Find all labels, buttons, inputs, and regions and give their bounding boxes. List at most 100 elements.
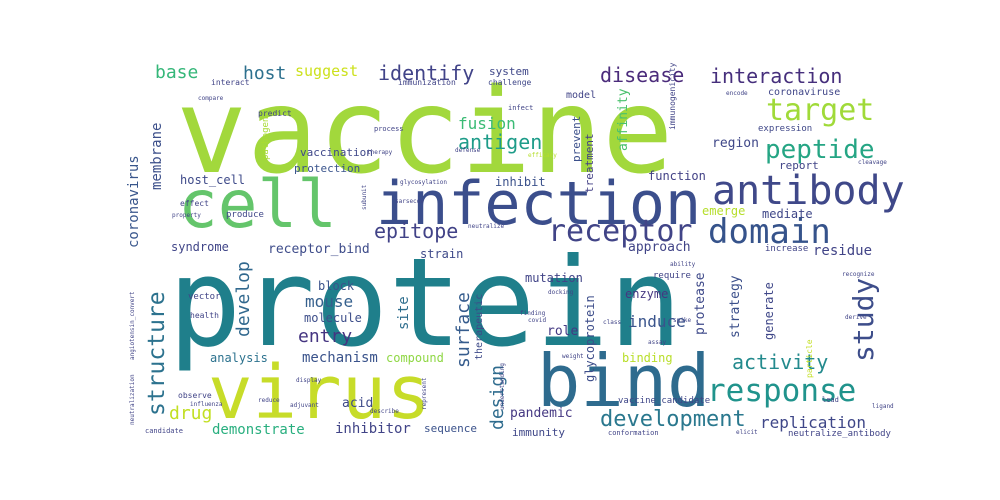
word-mediate: mediate [762, 207, 813, 221]
word-pandemic: pandemic [510, 406, 573, 421]
word-residue: residue [813, 243, 873, 259]
word-derive: derive [845, 314, 867, 321]
word-sequence: sequence [424, 422, 477, 435]
word-neutralize: neutralize [468, 223, 505, 230]
word-infection: infection [376, 169, 702, 239]
word-therapy: therapy [367, 149, 393, 156]
word-lead: lead [822, 396, 839, 404]
word-protection: protection [294, 162, 361, 175]
word-system: system [489, 65, 529, 78]
word-conformation: conformation [608, 429, 659, 437]
word-receptor-bind: receptor_bind [268, 242, 370, 257]
word-require: require [653, 271, 691, 281]
word-induce: induce [628, 312, 686, 331]
word-development: development [600, 407, 746, 432]
word-acid: acid [342, 396, 374, 411]
word-describe: describe [370, 408, 399, 415]
word-process: process [374, 125, 404, 133]
word-vaccine: vaccine [176, 62, 674, 200]
word-cell: cell [178, 166, 337, 243]
word-virus: virus [208, 350, 431, 436]
word-fusion: fusion [458, 114, 516, 133]
word-recognize: recognize [842, 271, 875, 278]
word-disease: disease [600, 63, 685, 87]
word-represent: represent [421, 377, 428, 410]
word-efficacy: efficacy [528, 152, 557, 159]
word-ligand: ligand [872, 403, 894, 410]
word-report: report [779, 159, 819, 172]
word-model: model [566, 90, 597, 101]
word-influenza: influenza [190, 401, 223, 408]
word-molecule: molecule [304, 311, 362, 325]
word-challenge: challenge [488, 78, 532, 87]
word-health: health [190, 311, 219, 320]
word-affinity: affinity [616, 88, 631, 151]
word-display: display [296, 377, 322, 384]
word-response: response [707, 373, 857, 409]
word-develop: develop [233, 261, 254, 337]
word-observe: observe [178, 391, 212, 400]
word-region: region [712, 136, 759, 151]
word-immunity: immunity [512, 426, 565, 439]
word-treatment: treatment [583, 133, 596, 193]
word-generate: generate [762, 282, 776, 340]
word-activity: activity [732, 350, 829, 374]
word-analysis: analysis [210, 351, 268, 365]
word-base: base [155, 62, 199, 83]
word-expression: expression [758, 124, 813, 134]
word-produce: produce [226, 210, 264, 220]
word-weight: weight [562, 353, 584, 360]
word-effect: effect [180, 199, 209, 208]
word-class: class [603, 319, 622, 326]
word-bind: bind [537, 339, 711, 423]
word-inhibit: inhibit [495, 175, 546, 189]
word-drug: drug [169, 403, 213, 424]
word-peptide: peptide [765, 135, 875, 165]
word-enzyme: enzyme [625, 287, 669, 301]
word-finding: finding [520, 310, 546, 317]
word-glycosylation: glycosylation [400, 179, 447, 186]
word-coronaviruse: coronaviruse [768, 87, 841, 98]
word-antigen: antigen [458, 130, 543, 154]
word-block: block [318, 279, 355, 293]
word-candidate: candidate [145, 427, 183, 435]
word-demonstrate: demonstrate [212, 422, 305, 438]
word-infect: infect [508, 104, 534, 112]
word-neutralize-antibody: neutralize_antibody [788, 429, 891, 439]
word-docking: docking [548, 289, 574, 296]
word-prevent: prevent [570, 115, 583, 162]
word-function: function [648, 169, 706, 183]
word-role: role [547, 324, 579, 339]
word-interaction: interaction [710, 64, 843, 88]
word-increase: increase [765, 244, 809, 254]
word-understanding: understanding [499, 363, 506, 410]
word-strategy: strategy [728, 275, 743, 338]
word-ability: ability [670, 261, 696, 268]
word-surface: surface [453, 292, 474, 368]
word-immunogenicity: immunogenicity [668, 62, 677, 130]
word-vaccine-candidate: vaccine_candidate [618, 396, 711, 406]
word-vector: vector [188, 292, 221, 302]
word-structure: structure [144, 291, 170, 416]
word-protein: protein [168, 232, 683, 374]
word-protease: protease [693, 272, 708, 335]
word-covid: covid [528, 317, 547, 324]
word-predict: predict [258, 109, 292, 118]
word-cleavage: cleavage [858, 159, 887, 166]
word-encode: encode [726, 90, 748, 97]
word-antibody: antibody [712, 168, 905, 214]
word-mechanism: mechanism [302, 350, 378, 366]
word-host: host [243, 63, 287, 84]
word-mouse: mouse [305, 292, 354, 311]
word-subunit: subunit [361, 184, 368, 210]
word-syndrome: syndrome [171, 240, 229, 254]
word-sarsecov: sarsecov [395, 198, 424, 205]
word-approach: approach [628, 240, 691, 255]
word-mutation: mutation [525, 271, 583, 285]
word-angiotensin-convert: angiotensin_convert [129, 291, 136, 360]
word-receptor: receptor [548, 214, 693, 249]
word-particle: particle [805, 339, 814, 378]
word-domain: domain [708, 212, 831, 252]
word-assay: assay [648, 339, 667, 346]
